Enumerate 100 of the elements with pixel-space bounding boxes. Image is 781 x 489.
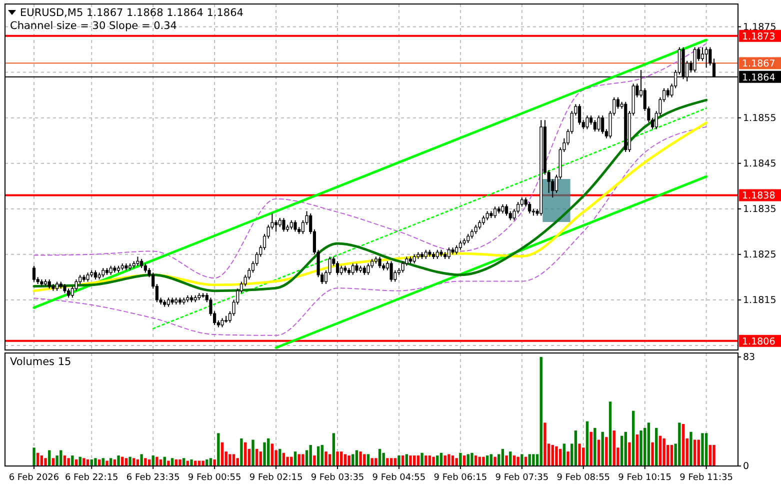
x-tick-label: 9 Feb 10:15 — [618, 473, 672, 483]
bar — [106, 460, 108, 466]
bar — [693, 440, 696, 466]
bar — [278, 448, 282, 466]
candlestick — [144, 263, 147, 274]
bar — [267, 438, 270, 466]
bar — [551, 444, 554, 466]
candlestick — [86, 272, 90, 282]
bar — [336, 452, 339, 466]
y-tick-label: 1.1835 — [743, 204, 776, 215]
candlestick — [447, 247, 450, 260]
candlestick — [478, 220, 482, 230]
bar — [582, 448, 585, 466]
bar — [156, 456, 158, 466]
bar — [366, 454, 370, 466]
bar — [620, 436, 624, 466]
bar — [470, 452, 474, 466]
candlestick — [482, 215, 486, 226]
bar — [294, 452, 297, 466]
bar — [320, 444, 324, 466]
bar — [324, 452, 328, 466]
bar — [624, 432, 627, 466]
bar — [409, 455, 412, 466]
ref-line-label: 1.1806 — [742, 336, 776, 348]
candlestick — [666, 88, 670, 98]
bar — [405, 454, 408, 466]
candlestick — [578, 104, 582, 126]
candlestick — [601, 115, 604, 134]
x-tick-label: 9 Feb 07:35 — [495, 473, 549, 483]
bar — [528, 454, 531, 466]
x-tick-label: 9 Feb 11:35 — [680, 473, 733, 483]
candlestick — [528, 202, 532, 214]
bar — [578, 444, 581, 466]
bar — [697, 440, 700, 466]
bar — [220, 442, 224, 466]
text: Channel size = 30 Slope = 0.34 — [10, 20, 178, 32]
y-tick-label: 1.1815 — [743, 294, 776, 306]
candlestick — [136, 256, 140, 266]
bar — [178, 459, 182, 466]
bar — [316, 446, 320, 466]
x-tick-label: 6 Feb 22:15 — [64, 473, 118, 483]
bar — [444, 455, 446, 466]
bar — [432, 456, 435, 466]
bar — [370, 458, 374, 466]
bar — [232, 454, 236, 466]
bar — [309, 444, 312, 466]
candlestick — [493, 206, 497, 218]
candlestick — [458, 240, 462, 250]
candlestick — [166, 297, 170, 308]
bar — [655, 428, 658, 466]
ref-line-label: 1.1873 — [742, 31, 776, 42]
bar — [386, 458, 389, 466]
candlestick — [278, 217, 282, 228]
bar — [682, 424, 685, 466]
bar — [574, 430, 578, 466]
candlestick — [593, 120, 596, 132]
bar — [32, 448, 36, 466]
bar — [71, 455, 74, 466]
bar — [167, 460, 170, 466]
y-tick-label: 1.1875 — [743, 22, 776, 33]
bar — [94, 458, 97, 466]
bar — [255, 448, 258, 466]
bar — [128, 456, 132, 466]
bar — [240, 438, 243, 466]
bar — [459, 452, 462, 466]
bar — [355, 450, 358, 466]
candlestick — [470, 228, 474, 239]
candlestick — [501, 204, 504, 214]
bar — [658, 436, 662, 466]
candlestick — [412, 254, 416, 264]
bar — [608, 402, 612, 466]
y-tick-label: 83 — [743, 352, 756, 363]
chart-title: EURUSD,M5 1.1867 1.1868 1.1864 1.1864 — [20, 7, 244, 19]
x-tick-label: 9 Feb 08:55 — [556, 473, 610, 483]
bar — [594, 428, 596, 466]
bar — [670, 444, 674, 466]
bar — [44, 458, 47, 466]
candlestick — [700, 46, 704, 62]
candlestick — [70, 286, 74, 298]
ref-line-label: 1.1838 — [742, 190, 776, 202]
bar — [378, 448, 382, 466]
bar — [466, 454, 470, 466]
bar — [532, 454, 535, 466]
bar — [60, 450, 62, 466]
candlestick — [220, 318, 224, 328]
bar — [555, 446, 558, 466]
bar — [704, 433, 708, 466]
bar — [516, 456, 520, 466]
candlestick — [340, 265, 343, 276]
ref-line-label: 1.1867 — [742, 58, 776, 70]
bar — [217, 433, 220, 466]
bar — [597, 440, 600, 466]
bar — [263, 442, 266, 466]
y-tick-label: 1.1825 — [743, 249, 776, 260]
bar — [359, 452, 362, 466]
candlestick — [32, 265, 36, 282]
bar — [701, 433, 704, 466]
bar — [678, 422, 681, 466]
bar — [270, 444, 274, 466]
candlestick — [294, 220, 297, 232]
